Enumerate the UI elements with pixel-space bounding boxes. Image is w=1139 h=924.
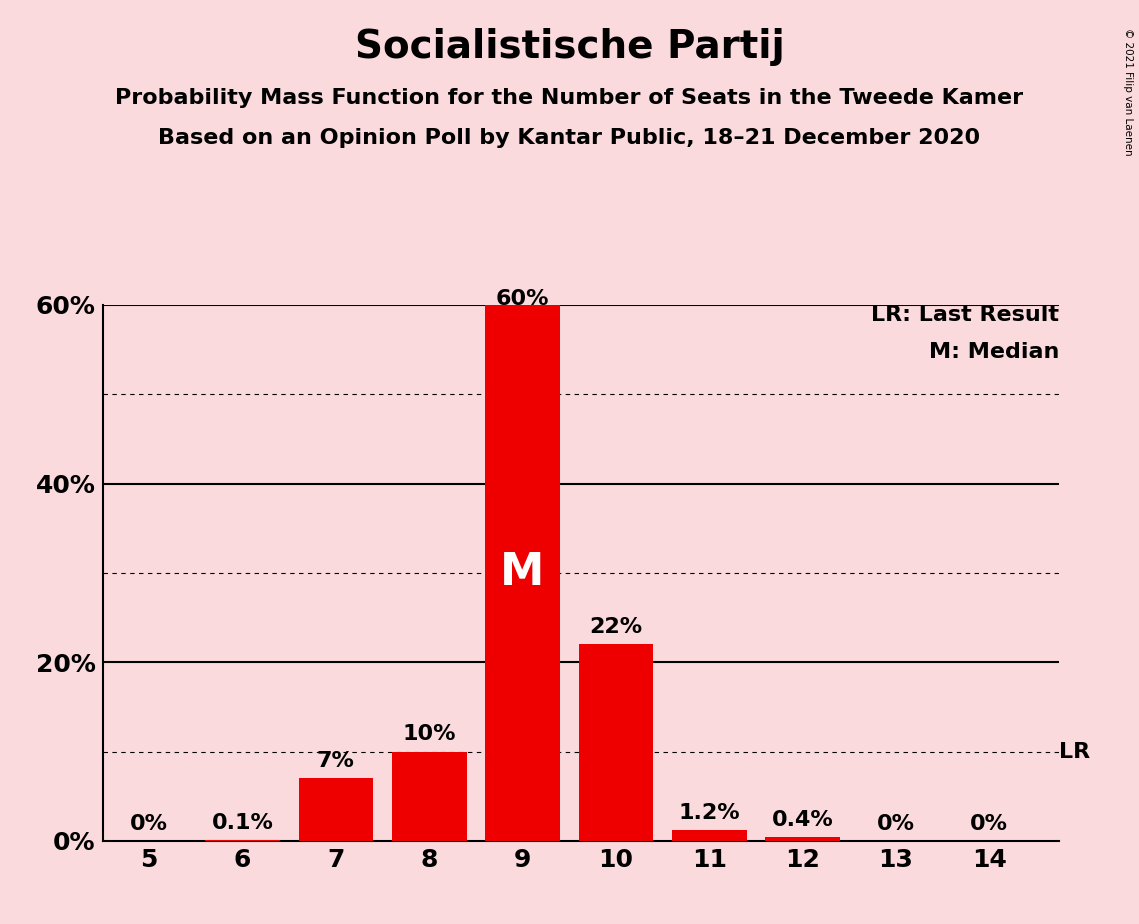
Text: 0%: 0% — [970, 814, 1008, 833]
Text: M: Median: M: Median — [929, 343, 1059, 362]
Bar — [579, 644, 654, 841]
Text: 0.1%: 0.1% — [212, 813, 273, 833]
Text: 10%: 10% — [402, 724, 456, 745]
Text: M: M — [500, 552, 544, 594]
Text: Probability Mass Function for the Number of Seats in the Tweede Kamer: Probability Mass Function for the Number… — [115, 88, 1024, 108]
Text: 7%: 7% — [317, 751, 355, 772]
Bar — [672, 830, 746, 841]
Bar — [485, 305, 560, 841]
Bar — [392, 751, 467, 841]
Text: 0.4%: 0.4% — [772, 810, 834, 830]
Text: 0%: 0% — [130, 814, 169, 833]
Bar — [298, 778, 374, 841]
Text: LR: LR — [1059, 742, 1090, 761]
Text: Based on an Opinion Poll by Kantar Public, 18–21 December 2020: Based on an Opinion Poll by Kantar Publi… — [158, 128, 981, 148]
Bar — [765, 837, 839, 841]
Text: Socialistische Partij: Socialistische Partij — [354, 28, 785, 66]
Text: © 2021 Filip van Laenen: © 2021 Filip van Laenen — [1123, 28, 1133, 155]
Text: 0%: 0% — [877, 814, 915, 833]
Text: 22%: 22% — [589, 617, 642, 638]
Text: 1.2%: 1.2% — [679, 803, 740, 823]
Text: LR: Last Result: LR: Last Result — [871, 305, 1059, 325]
Text: 60%: 60% — [495, 289, 549, 310]
